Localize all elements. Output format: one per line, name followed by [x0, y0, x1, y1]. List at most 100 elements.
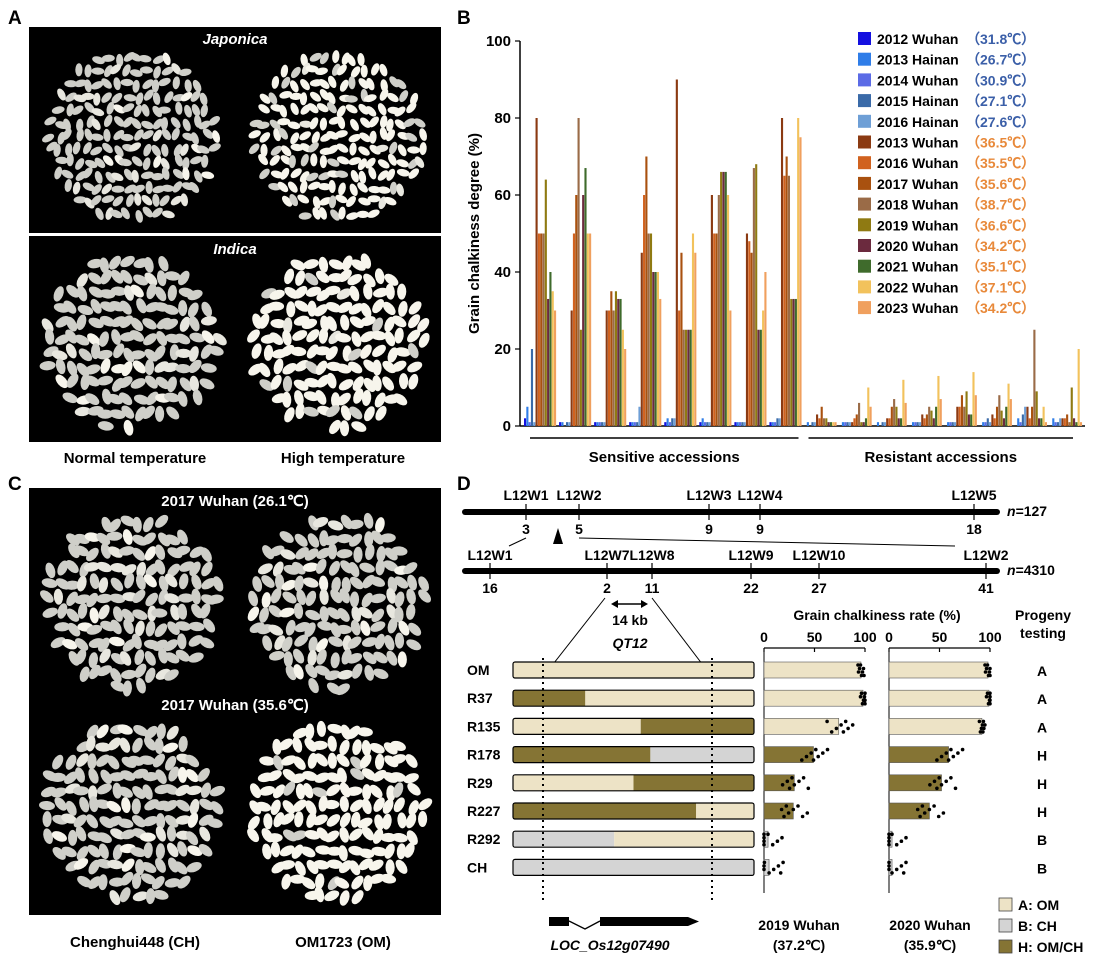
- rice-grain: [171, 63, 182, 75]
- rice-grain: [279, 860, 296, 870]
- data-point: [804, 754, 809, 759]
- grain-plate: [248, 50, 427, 221]
- rice-grain: [54, 166, 63, 180]
- rice-grain: [330, 392, 341, 409]
- bar: [589, 233, 592, 426]
- rice-grain: [153, 345, 166, 360]
- bar: [995, 406, 999, 426]
- rice-grain: [96, 832, 112, 844]
- rice-grain: [134, 663, 147, 678]
- rice-grain: [143, 143, 152, 157]
- rice-grain: [327, 543, 338, 560]
- rice-grain: [74, 638, 89, 651]
- rice-grain: [200, 104, 208, 118]
- rice-grain: [120, 269, 133, 284]
- rice-grain: [319, 89, 330, 101]
- rice-grain: [141, 194, 153, 206]
- data-point: [887, 867, 891, 872]
- rice-grain: [142, 784, 153, 800]
- rice-grain: [394, 632, 405, 649]
- rice-grain: [64, 179, 72, 192]
- rice-grain: [113, 77, 121, 91]
- rice-grain: [348, 828, 363, 841]
- rice-grain: [349, 860, 361, 876]
- rice-grain: [102, 155, 114, 166]
- rice-grain: [279, 90, 293, 99]
- rice-grain: [396, 168, 410, 177]
- rice-grain: [300, 79, 310, 91]
- data-point: [856, 663, 860, 667]
- rice-grain: [307, 103, 319, 114]
- rice-grain: [268, 301, 285, 311]
- rice-grain: [151, 608, 168, 618]
- rice-grain: [132, 609, 148, 620]
- rice-grain: [326, 130, 339, 140]
- rice-grain: [133, 724, 148, 737]
- rice-grain: [113, 116, 125, 127]
- data-point: [805, 811, 810, 815]
- rice-grain: [257, 563, 273, 575]
- rice-grain: [92, 56, 105, 65]
- bar: [1005, 406, 1008, 426]
- rice-grain: [314, 886, 325, 903]
- rice-grain: [406, 588, 416, 605]
- rice-grain: [141, 120, 154, 130]
- marker-label: L12W7: [584, 547, 629, 563]
- rice-grain: [365, 544, 375, 561]
- rice-grain: [112, 196, 124, 207]
- rice-grain: [414, 156, 425, 168]
- rice-grain: [103, 114, 113, 128]
- rice-grain: [182, 167, 190, 181]
- rice-grain: [164, 91, 174, 103]
- bar: [631, 422, 634, 426]
- photo-c-top-title: 2017 Wuhan (26.1℃): [161, 493, 309, 510]
- marker-label: L12W1: [467, 547, 512, 563]
- rice-grain: [301, 877, 316, 890]
- rice-grain: [305, 609, 321, 621]
- rice-grain: [268, 92, 278, 105]
- chart-legend: 2012 Wuhan （31.8℃）2013 Hainan （26.7℃）2014 …: [858, 31, 1035, 316]
- bar: [1056, 422, 1059, 426]
- rice-grain: [84, 79, 92, 93]
- bar: [829, 422, 832, 426]
- bar: [673, 418, 676, 426]
- rice-grain: [88, 876, 102, 889]
- rice-grain: [358, 606, 373, 619]
- bar: [703, 422, 707, 426]
- legend-label: 2016 Hainan: [877, 114, 959, 130]
- rice-grain: [319, 606, 329, 623]
- data-point: [806, 786, 811, 791]
- data-point: [890, 832, 894, 836]
- rice-grain: [347, 274, 363, 286]
- data-point: [887, 864, 891, 868]
- rice-grain: [259, 607, 269, 623]
- bar: [561, 422, 564, 426]
- data-point: [863, 698, 867, 702]
- rice-grain: [73, 858, 89, 870]
- rice-grain: [166, 825, 177, 842]
- bar: [1075, 422, 1078, 426]
- rice-grain: [418, 798, 433, 811]
- indica-title: Indica: [213, 241, 257, 258]
- rice-grain: [99, 648, 111, 664]
- data-point: [922, 811, 927, 815]
- rice-grain: [45, 562, 56, 579]
- gene-exon: [549, 917, 569, 926]
- rice-grain: [308, 678, 319, 694]
- bar: [668, 422, 671, 426]
- rice-grain: [65, 754, 77, 770]
- rice-grain: [336, 288, 352, 300]
- rice-grain: [131, 798, 141, 815]
- rice-grain: [318, 575, 329, 592]
- rice-grain: [374, 753, 385, 770]
- bar: [633, 422, 636, 426]
- progeny-title-1: Progeny: [1015, 607, 1071, 623]
- rice-grain: [337, 116, 346, 130]
- rice-grain: [328, 636, 344, 647]
- rice-grain: [300, 153, 309, 167]
- rice-grain: [178, 300, 188, 317]
- legend-label: 2013 Hainan: [877, 52, 959, 68]
- rice-grain: [100, 269, 112, 285]
- rice-grain: [309, 91, 322, 102]
- rice-grain: [369, 130, 377, 144]
